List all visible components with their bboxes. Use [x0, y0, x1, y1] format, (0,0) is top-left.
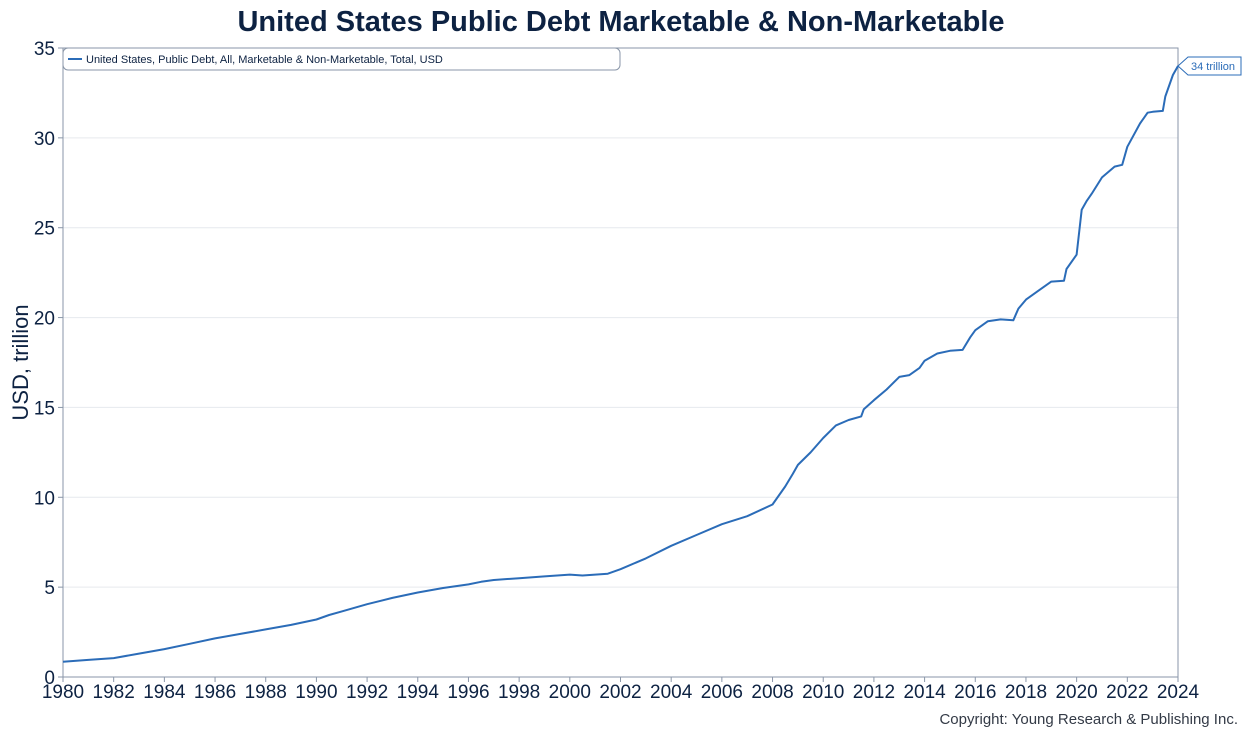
x-tick-label: 2002 — [599, 682, 641, 703]
callout-label: 34 trillion — [1191, 61, 1235, 73]
x-tick-label: 2018 — [1005, 682, 1047, 703]
y-axis-title: USD, trillion — [8, 304, 33, 420]
x-tick-label: 2024 — [1157, 682, 1200, 703]
callout-box — [1177, 56, 1242, 76]
x-tick-label: 1980 — [42, 682, 84, 703]
x-tick-label: 1988 — [245, 682, 287, 703]
x-tick-label: 1992 — [346, 682, 388, 703]
legend-label: United States, Public Debt, All, Marketa… — [86, 54, 443, 66]
x-tick-label: 1990 — [295, 682, 337, 703]
x-tick-label: 1984 — [143, 682, 186, 703]
x-tick-label: 1986 — [194, 682, 236, 703]
x-tick-label: 2012 — [853, 682, 895, 703]
series-line-public-debt — [62, 65, 1179, 663]
x-tick-label: 2010 — [802, 682, 844, 703]
y-tick-label: 0 — [44, 668, 55, 689]
x-tick-label: 1982 — [93, 682, 135, 703]
x-tick-label: 2004 — [650, 682, 693, 703]
gridlines — [63, 47, 1178, 588]
y-tick-label: 35 — [34, 39, 55, 60]
y-tick-label: 30 — [34, 129, 55, 150]
plot-frame — [62, 47, 1179, 678]
chart-title: United States Public Debt Marketable & N… — [237, 6, 1005, 38]
legend: United States, Public Debt, All, Marketa… — [62, 47, 621, 71]
y-tick-label: 10 — [34, 488, 55, 509]
x-tick-label: 1996 — [447, 682, 489, 703]
y-tick-label: 25 — [34, 219, 55, 240]
x-tick-label: 2000 — [549, 682, 591, 703]
x-tick-label: 2020 — [1055, 682, 1097, 703]
x-tick-label: 2016 — [954, 682, 996, 703]
value-callout: 34 trillion — [1177, 56, 1242, 76]
y-axis: 0 5 10 15 20 25 30 35 — [34, 39, 63, 689]
x-tick-label: 1998 — [498, 682, 540, 703]
x-axis: 1980 1982 1984 1986 1988 1990 1992 1994 1996 1998… — [42, 677, 1200, 703]
copyright-notice: Copyright: Young Research & Publishing I… — [939, 711, 1238, 728]
legend-box — [62, 47, 621, 71]
x-tick-label: 2014 — [903, 682, 946, 703]
x-tick-label: 2022 — [1106, 682, 1148, 703]
x-tick-label: 2008 — [751, 682, 793, 703]
y-tick-label: 20 — [34, 309, 55, 330]
y-tick-label: 15 — [34, 398, 55, 419]
y-tick-label: 5 — [44, 578, 55, 599]
series-layer — [62, 65, 1179, 663]
x-tick-label: 2006 — [701, 682, 743, 703]
x-tick-label: 1994 — [397, 682, 440, 703]
